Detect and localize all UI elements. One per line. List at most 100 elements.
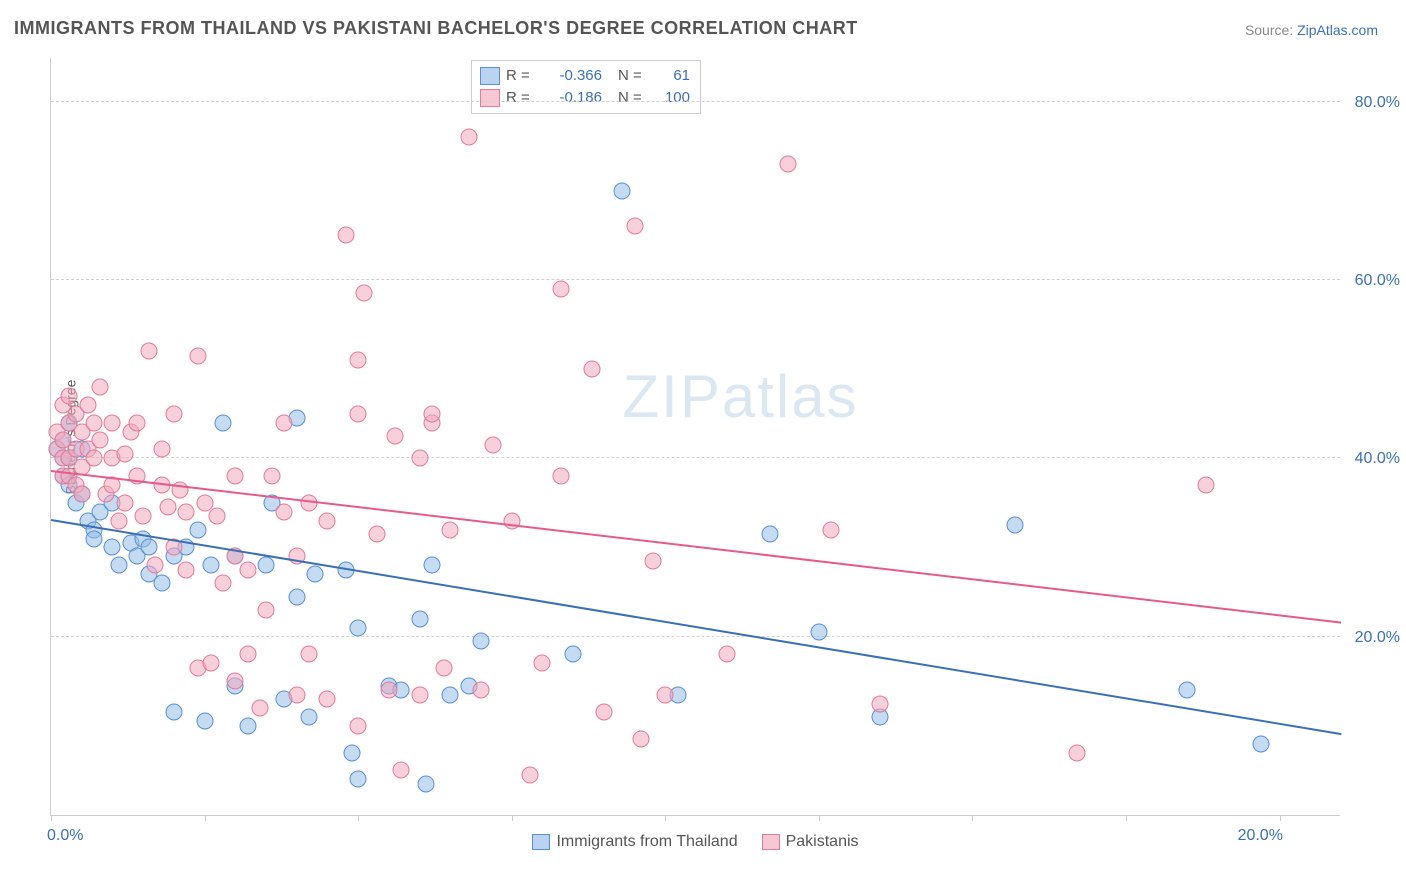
data-point — [319, 691, 336, 708]
data-point — [552, 280, 569, 297]
data-point — [239, 561, 256, 578]
x-tick — [819, 815, 820, 821]
data-point — [534, 655, 551, 672]
source-prefix: Source: — [1245, 22, 1297, 38]
correlation-legend: R =-0.366N =61R =-0.186N =100 — [471, 60, 701, 114]
data-point — [301, 708, 318, 725]
data-point — [460, 129, 477, 146]
data-point — [116, 445, 133, 462]
data-point — [344, 744, 361, 761]
data-point — [196, 713, 213, 730]
y-tick-label: 60.0% — [1355, 272, 1400, 290]
data-point — [319, 512, 336, 529]
data-point — [288, 686, 305, 703]
data-point — [258, 557, 275, 574]
grid-line — [51, 457, 1340, 458]
data-point — [153, 441, 170, 458]
data-point — [350, 352, 367, 369]
data-point — [473, 682, 490, 699]
data-point — [350, 717, 367, 734]
data-point — [614, 182, 631, 199]
data-point — [411, 450, 428, 467]
data-point — [411, 610, 428, 627]
data-point — [92, 432, 109, 449]
data-point — [73, 485, 90, 502]
y-tick-label: 40.0% — [1355, 450, 1400, 468]
legend-label: Immigrants from Thailand — [556, 833, 737, 851]
x-tick — [1280, 815, 1281, 821]
grid-line — [51, 101, 1340, 102]
chart-container: IMMIGRANTS FROM THAILAND VS PAKISTANI BA… — [0, 0, 1406, 892]
chart-title: IMMIGRANTS FROM THAILAND VS PAKISTANI BA… — [14, 18, 858, 39]
grid-line — [51, 636, 1340, 637]
data-point — [350, 771, 367, 788]
data-point — [423, 405, 440, 422]
data-point — [368, 526, 385, 543]
data-point — [337, 227, 354, 244]
data-point — [190, 521, 207, 538]
legend-label: Pakistanis — [786, 833, 859, 851]
data-point — [147, 557, 164, 574]
data-point — [552, 468, 569, 485]
data-point — [202, 655, 219, 672]
legend-n-label: N = — [618, 87, 648, 109]
data-point — [276, 503, 293, 520]
data-point — [288, 588, 305, 605]
data-point — [141, 539, 158, 556]
x-tick — [512, 815, 513, 821]
data-point — [761, 526, 778, 543]
trend-line — [51, 470, 1341, 624]
data-point — [227, 468, 244, 485]
data-point — [301, 646, 318, 663]
data-point — [251, 700, 268, 717]
data-point — [165, 704, 182, 721]
data-point — [110, 557, 127, 574]
legend-r-value: -0.186 — [542, 87, 602, 109]
data-point — [442, 521, 459, 538]
data-point — [258, 601, 275, 618]
data-point — [104, 539, 121, 556]
data-point — [110, 512, 127, 529]
series-legend: Immigrants from Thailand Pakistanis — [51, 833, 1340, 855]
data-point — [645, 552, 662, 569]
y-tick-label: 20.0% — [1355, 629, 1400, 647]
legend-row: R =-0.186N =100 — [480, 87, 690, 109]
data-point — [1068, 744, 1085, 761]
data-point — [208, 508, 225, 525]
legend-r-label: R = — [506, 65, 536, 87]
data-point — [202, 557, 219, 574]
data-point — [626, 218, 643, 235]
data-point — [522, 766, 539, 783]
data-point — [485, 436, 502, 453]
data-point — [239, 717, 256, 734]
data-point — [276, 414, 293, 431]
data-point — [79, 396, 96, 413]
legend-swatch — [480, 67, 500, 85]
data-point — [86, 414, 103, 431]
data-point — [86, 530, 103, 547]
data-point — [264, 468, 281, 485]
x-tick — [358, 815, 359, 821]
data-point — [178, 561, 195, 578]
data-point — [393, 762, 410, 779]
trend-line — [51, 519, 1341, 735]
data-point — [780, 156, 797, 173]
x-tick — [205, 815, 206, 821]
data-point — [872, 695, 889, 712]
data-point — [116, 494, 133, 511]
legend-item: Immigrants from Thailand — [532, 833, 737, 851]
data-point — [135, 508, 152, 525]
data-point — [1253, 735, 1270, 752]
data-point — [632, 731, 649, 748]
watermark: ZIPatlas — [623, 362, 859, 431]
legend-row: R =-0.366N =61 — [480, 65, 690, 87]
data-point — [190, 347, 207, 364]
data-point — [307, 566, 324, 583]
data-point — [583, 361, 600, 378]
data-point — [159, 499, 176, 516]
legend-item: Pakistanis — [762, 833, 859, 851]
legend-n-value: 61 — [654, 65, 690, 87]
legend-n-label: N = — [618, 65, 648, 87]
data-point — [356, 285, 373, 302]
source-link[interactable]: ZipAtlas.com — [1297, 22, 1378, 38]
